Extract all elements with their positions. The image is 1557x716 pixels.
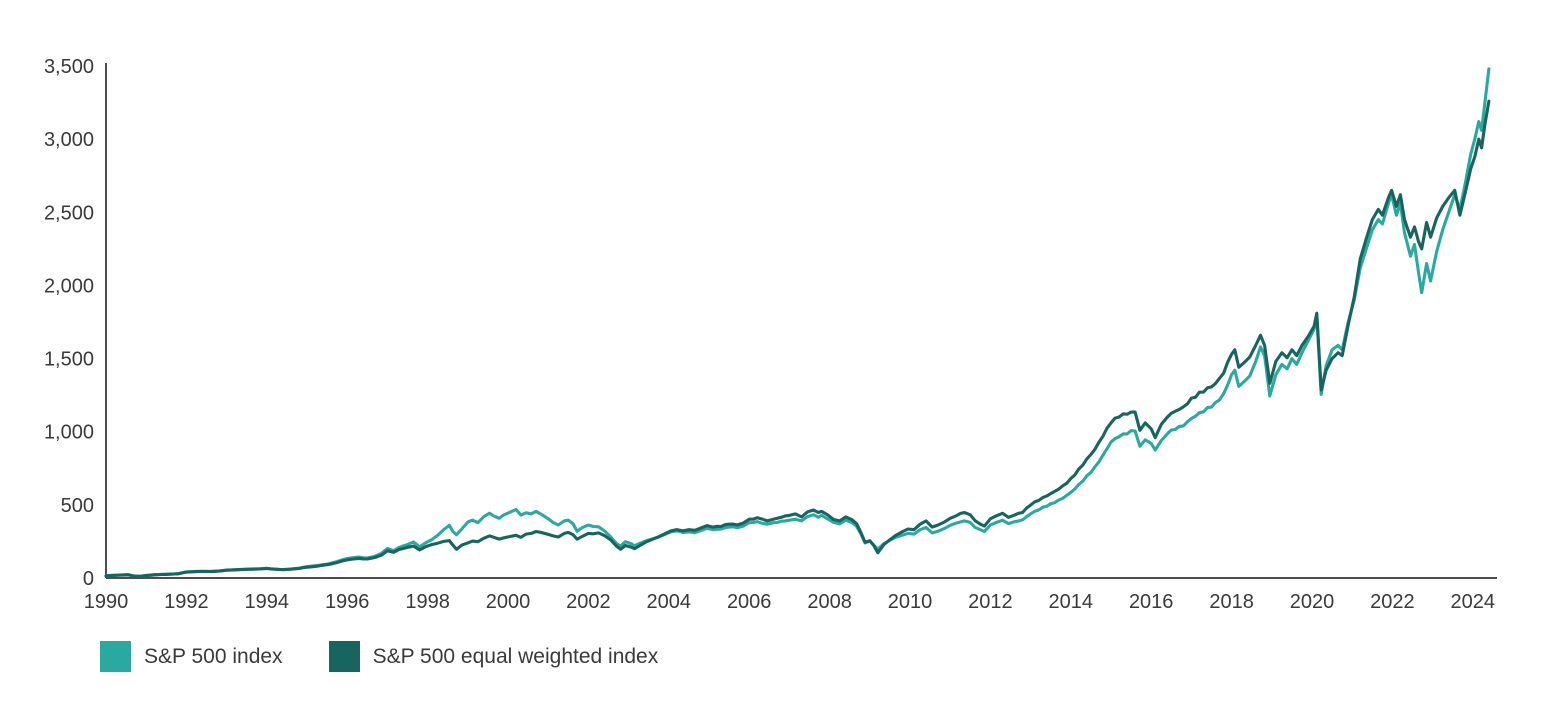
sp500-line bbox=[104, 67, 1491, 578]
y-axis-tick-label: 1,000 bbox=[44, 422, 94, 444]
x-axis-tick-label: 2012 bbox=[968, 591, 1013, 613]
equal-weighted-line bbox=[104, 99, 1491, 578]
x-axis-tick-label: 1996 bbox=[325, 591, 370, 613]
x-axis-tick-label: 2018 bbox=[1209, 591, 1254, 613]
x-axis-tick-label: 2024 bbox=[1451, 591, 1496, 613]
series-lines bbox=[104, 67, 1491, 578]
sp500-legend-label: S&P 500 index bbox=[144, 644, 283, 668]
y-axis-tick-label: 2,000 bbox=[44, 275, 94, 297]
y-axis-tick-label: 2,500 bbox=[44, 202, 94, 224]
y-axis-tick-label: 1,500 bbox=[44, 349, 94, 371]
x-axis-tick-label: 2016 bbox=[1129, 591, 1174, 613]
equal-weighted-legend-label: S&P 500 equal weighted index bbox=[372, 644, 659, 668]
y-axis-tick-label: 3,000 bbox=[44, 129, 94, 151]
equal-weighted-legend-swatch bbox=[328, 641, 360, 672]
axes bbox=[105, 63, 1497, 579]
x-axis-tick-label: 2004 bbox=[647, 591, 692, 613]
x-axis-tick-label: 1998 bbox=[405, 591, 450, 613]
x-axis-tick-label: 2000 bbox=[486, 591, 531, 613]
x-axis-tick-label: 2022 bbox=[1370, 591, 1415, 613]
x-axis-tick-label: 2014 bbox=[1049, 591, 1094, 613]
x-axis-tick-label: 2006 bbox=[727, 591, 772, 613]
x-axis-tick-label: 2008 bbox=[807, 591, 852, 613]
legend-item-equal-weighted: S&P 500 equal weighted index bbox=[328, 641, 659, 672]
sp500-legend-swatch bbox=[100, 641, 131, 672]
x-axis-tick-label: 1990 bbox=[84, 591, 129, 613]
x-axis-tick-label: 2010 bbox=[888, 591, 933, 613]
x-axis-tick-label: 1992 bbox=[164, 591, 209, 613]
axis-tick-labels: 0 500 1,000 1,500 2,000 2,500 3,000 3,500 1990 19… bbox=[44, 56, 1495, 613]
y-axis-tick-label: 3,500 bbox=[44, 56, 94, 78]
y-axis-tick-label: 500 bbox=[61, 495, 94, 517]
x-axis-tick-label: 2020 bbox=[1290, 591, 1335, 613]
x-axis-tick-label: 2002 bbox=[566, 591, 611, 613]
x-axis-tick-label: 1994 bbox=[245, 591, 290, 613]
legend-item-sp500: S&P 500 index bbox=[100, 641, 283, 672]
y-axis-tick-label: 0 bbox=[83, 568, 94, 590]
legend: S&P 500 index S&P 500 equal weighted ind… bbox=[100, 641, 658, 672]
